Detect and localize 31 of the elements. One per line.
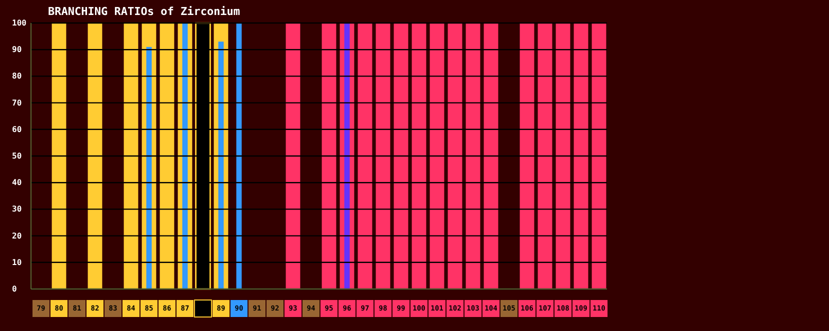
bar [520,23,534,289]
bar [376,23,390,289]
bar [88,23,102,289]
bar [448,23,462,289]
y-tick-label: 0 [12,284,17,294]
y-tick-label: 60 [12,124,22,134]
bar [52,23,66,289]
chart-title: BRANCHING RATIOs of Zirconium [48,5,240,18]
y-tick-label: 80 [12,72,22,81]
bar [322,23,336,289]
bar [430,23,444,289]
y-tick-label: 20 [12,231,22,240]
bar [574,23,588,289]
bar [484,23,498,289]
bar [538,23,552,289]
bar [358,23,372,289]
bar [124,23,138,289]
y-tick-label: 100 [12,18,27,28]
bar [160,23,174,289]
bar [394,23,408,289]
y-tick-label: 10 [12,258,22,267]
y-tick-label: 70 [12,98,22,108]
y-tick-label: 40 [12,178,22,188]
y-tick-label: 90 [12,45,22,54]
y-tick-label: 30 [12,204,22,214]
bar [592,23,606,289]
bar [286,23,300,289]
bar [556,23,570,289]
y-tick-label: 50 [12,152,22,160]
bar [412,23,426,289]
bar [466,23,480,289]
